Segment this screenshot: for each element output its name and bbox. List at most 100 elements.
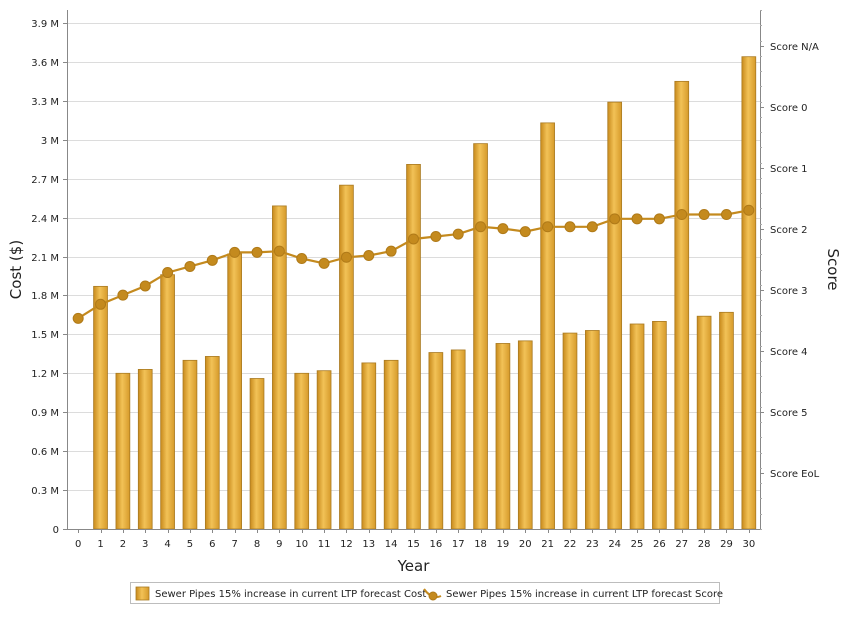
axes: 0 0.3 M 0.6 M 0.9 M 1.2 M 1.5 M 1.8 M 2.1 M 2.4 … (31, 10, 820, 550)
y-tick-label: 3.6 M (31, 58, 59, 69)
y2-tick-label: Score EoL (770, 469, 820, 480)
bar-5 (182, 359, 198, 530)
x-tick-label: 11 (318, 539, 331, 550)
x-tick-label: 27 (675, 539, 688, 550)
bar-24 (607, 101, 623, 530)
score-point-3 (139, 280, 151, 292)
bar-21 (540, 122, 555, 530)
bar-16 (428, 352, 444, 530)
y-tick-label: 2.4 M (31, 214, 59, 225)
score-point-11 (318, 257, 330, 269)
legend-label-score: Sewer Pipes 15% increase in current LTP … (446, 589, 723, 600)
x-tick-label: 8 (254, 539, 260, 550)
x-tick-label: 12 (340, 539, 353, 550)
score-point-28 (698, 209, 710, 221)
y2-tick-label: Score 2 (770, 225, 808, 236)
score-point-19 (497, 223, 509, 235)
x-axis-title: Year (397, 557, 431, 575)
x-tick-label: 6 (209, 539, 215, 550)
y2-tick-label: Score 1 (770, 164, 808, 175)
score-point-1 (95, 298, 107, 310)
score-point-9 (273, 245, 285, 257)
score-point-0 (72, 312, 84, 324)
score-point-23 (586, 221, 598, 233)
x-tick-label: 14 (385, 539, 398, 550)
score-point-12 (340, 251, 352, 263)
x-tick-label: 3 (142, 539, 148, 550)
y2-tick-label: Score 4 (770, 347, 808, 358)
score-point-30 (743, 204, 755, 216)
bar-1 (93, 285, 108, 530)
score-point-29 (720, 209, 732, 221)
score-point-2 (117, 289, 129, 301)
y-tick-label: 0.3 M (31, 486, 59, 497)
x-tick-label: 1 (97, 539, 103, 550)
legend-box (130, 582, 720, 604)
x-tick-label: 5 (187, 539, 193, 550)
bar-28 (696, 315, 712, 530)
bar-4 (160, 274, 175, 530)
y2-axis-title: Score (824, 248, 842, 290)
score-point-5 (184, 260, 196, 272)
score-point-27 (676, 209, 688, 221)
x-tick-label: 21 (541, 539, 554, 550)
bar-27 (674, 80, 690, 530)
y-tick-label: 2.7 M (31, 175, 59, 186)
score-point-6 (206, 254, 218, 266)
score-point-10 (296, 253, 308, 265)
x-tick-label: 17 (452, 539, 465, 550)
x-tick-label: 30 (742, 539, 755, 550)
line-series (72, 204, 755, 324)
bar-series (93, 56, 757, 530)
x-tick-label: 0 (75, 539, 81, 550)
x-tick-label: 16 (429, 539, 442, 550)
x-tick-label: 4 (164, 539, 170, 550)
bar-2 (115, 372, 131, 530)
bar-17 (450, 349, 466, 530)
x-tick-label: 22 (564, 539, 577, 550)
x-tick-label: 19 (497, 539, 510, 550)
bar-26 (652, 320, 667, 530)
y-tick-label: 1.5 M (31, 330, 59, 341)
x-tick-label: 24 (608, 539, 621, 550)
score-point-25 (631, 213, 643, 225)
x-tick-label: 23 (586, 539, 599, 550)
y2-tick-label: Score N/A (770, 42, 819, 53)
bar-7 (227, 253, 242, 530)
bar-3 (137, 369, 153, 530)
bar-22 (562, 332, 578, 530)
score-point-21 (542, 221, 554, 233)
bar-6 (204, 356, 220, 530)
score-point-18 (475, 221, 487, 233)
y2-tick-label: Score 5 (770, 408, 808, 419)
legend-line-swatch-icon (423, 588, 442, 601)
y-axis-title: Cost ($) (7, 240, 25, 299)
y-tick-label: 0.9 M (31, 408, 59, 419)
score-point-4 (162, 267, 174, 279)
x-tick-label: 25 (631, 539, 644, 550)
score-point-13 (363, 249, 375, 261)
y-tick-label: 1.8 M (31, 291, 59, 302)
score-point-16 (430, 231, 442, 243)
score-point-20 (519, 226, 531, 238)
legend-bar-swatch-icon (135, 586, 150, 601)
x-tick-label: 18 (474, 539, 487, 550)
x-tick-label: 28 (698, 539, 711, 550)
bar-19 (495, 343, 511, 530)
score-point-14 (385, 245, 397, 257)
bar-12 (339, 184, 354, 530)
score-point-24 (609, 213, 621, 225)
score-point-17 (452, 228, 464, 240)
bar-18 (473, 143, 488, 530)
bar-10 (294, 372, 310, 530)
score-point-8 (251, 246, 263, 258)
x-tick-label: 26 (653, 539, 666, 550)
bar-29 (719, 311, 734, 530)
x-tick-label: 13 (362, 539, 375, 550)
x-tick-label: 2 (120, 539, 126, 550)
y-tick-label: 1.2 M (31, 369, 59, 380)
bar-30 (741, 56, 757, 530)
x-tick-label: 29 (720, 539, 733, 550)
legend-label-cost: Sewer Pipes 15% increase in current LTP … (155, 589, 426, 600)
